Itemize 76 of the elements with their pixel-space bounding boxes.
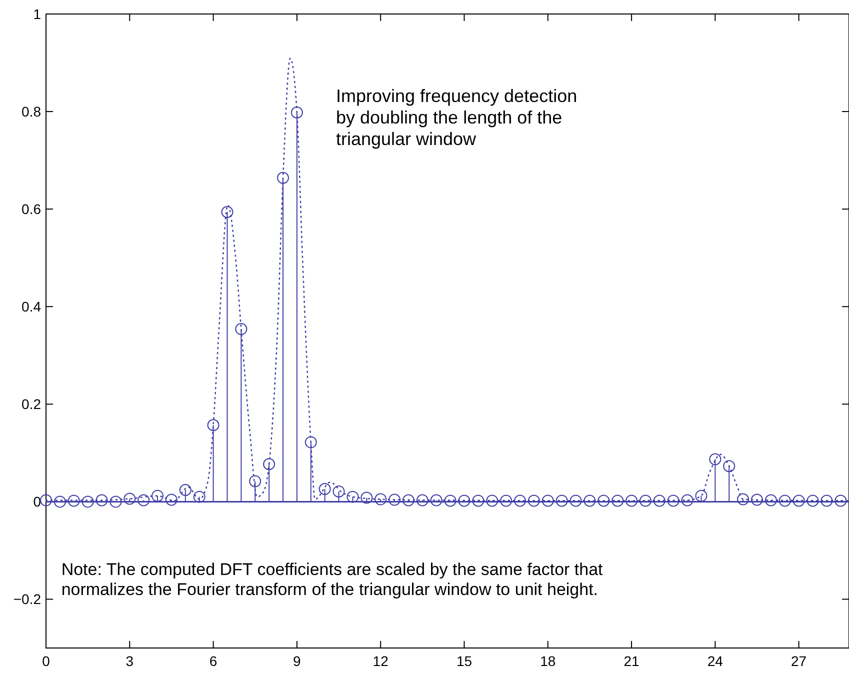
point [709, 453, 722, 466]
point [360, 492, 373, 504]
point [124, 492, 136, 505]
point [207, 419, 220, 432]
y-tick-label: 0.4 [22, 298, 42, 315]
point [723, 460, 736, 472]
point [695, 490, 708, 502]
point [276, 172, 289, 184]
x-tick-label: 3 [126, 653, 134, 669]
x-tick-label: 27 [791, 653, 807, 669]
point [165, 494, 178, 506]
annotation: Note: The computed DFT coefficients are scaled by the same factor that normalizes the Fourier transform of the triangular window to unit height. [61, 560, 604, 600]
point [249, 475, 262, 488]
point [806, 494, 819, 507]
point [235, 323, 248, 336]
point [750, 494, 763, 506]
point [430, 494, 442, 506]
point [263, 458, 276, 470]
point [416, 494, 428, 506]
y-tick-label: 1 [33, 6, 42, 22]
point [444, 494, 456, 507]
point [40, 494, 52, 506]
point [152, 490, 164, 502]
x-tick-label: 24 [707, 653, 724, 669]
x-tick-label: 12 [372, 653, 389, 669]
point [96, 494, 108, 506]
point [737, 493, 750, 506]
x-tick-label: 18 [540, 653, 556, 669]
x-tick-label: 21 [624, 653, 640, 669]
x-tick-label: 9 [293, 653, 302, 669]
y-tick-label: 0 [33, 494, 42, 510]
point [458, 494, 470, 507]
point [138, 494, 150, 506]
point [304, 436, 317, 448]
point [528, 494, 540, 507]
point [820, 494, 833, 507]
point [653, 494, 666, 507]
point [402, 494, 414, 506]
point [346, 490, 359, 503]
x-tick-label: 6 [209, 653, 218, 669]
point [110, 496, 122, 508]
point [681, 494, 694, 506]
point [598, 494, 610, 507]
point [221, 206, 234, 218]
point [486, 494, 498, 507]
point [500, 494, 512, 507]
annotation: Improving frequency detection by doubling the length of the triangular window [336, 86, 578, 149]
point [54, 496, 66, 508]
point [318, 483, 331, 496]
point [290, 106, 303, 119]
point [332, 485, 345, 498]
point [792, 494, 805, 507]
point [667, 494, 680, 507]
point [82, 496, 94, 508]
point [764, 494, 777, 506]
x-tick-label: 15 [456, 653, 472, 669]
point [778, 494, 791, 507]
point [472, 494, 484, 507]
point [542, 494, 554, 507]
point [193, 490, 206, 503]
point [584, 494, 596, 507]
point [68, 494, 80, 507]
point [834, 494, 847, 507]
point [514, 494, 526, 507]
y-tick-label: 0.8 [22, 104, 42, 120]
y-tick-label: 0.2 [22, 396, 42, 412]
point [388, 494, 401, 506]
point [374, 493, 387, 506]
y-tick-label: 0.6 [22, 201, 42, 218]
point [612, 494, 624, 507]
y-tick-label: −0.2 [13, 591, 42, 608]
point [179, 484, 192, 496]
point [626, 494, 638, 507]
point [570, 494, 582, 507]
point [556, 494, 568, 507]
point [639, 494, 652, 507]
